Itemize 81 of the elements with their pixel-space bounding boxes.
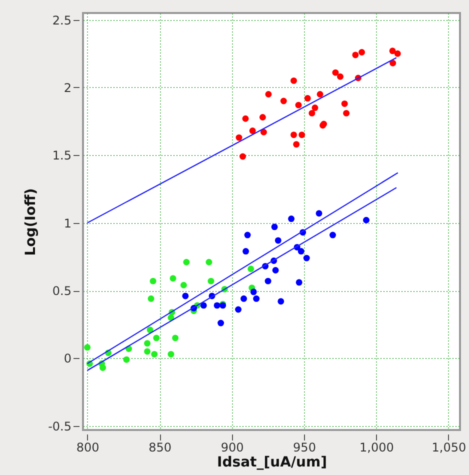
point	[170, 275, 176, 282]
y-tick-label: 2	[64, 80, 72, 95]
point	[264, 278, 272, 284]
point	[312, 104, 318, 112]
point	[303, 254, 310, 262]
point	[343, 110, 350, 116]
point	[180, 282, 187, 288]
x-tick-label: 1,050	[432, 440, 466, 454]
point	[249, 128, 256, 134]
point	[208, 278, 214, 284]
y-tick-label: 0.5	[52, 284, 72, 298]
point	[172, 334, 179, 342]
point	[242, 115, 249, 122]
y-tick-label: 1.5	[52, 148, 72, 163]
y-tick-label: -0.5	[48, 419, 72, 434]
point	[298, 248, 304, 255]
point	[363, 216, 370, 224]
point	[316, 210, 322, 217]
point	[341, 100, 348, 107]
point	[274, 237, 282, 244]
point	[153, 334, 160, 342]
point	[332, 69, 339, 76]
point	[214, 302, 220, 309]
point	[242, 248, 250, 255]
point	[265, 91, 272, 98]
point	[260, 128, 267, 136]
point	[148, 295, 154, 302]
point	[200, 302, 207, 309]
point	[248, 266, 254, 272]
point	[337, 73, 344, 80]
point	[150, 278, 156, 284]
point	[259, 114, 266, 120]
point	[123, 356, 130, 363]
x-tick-label: 850	[148, 440, 172, 454]
point	[280, 98, 287, 104]
x-tick-label: 900	[220, 440, 244, 454]
point	[298, 132, 306, 138]
y-tick-label: 2.5	[52, 13, 72, 28]
point	[84, 344, 91, 351]
point	[235, 306, 242, 313]
y-tick-label: 0	[64, 352, 72, 366]
point	[394, 50, 401, 57]
point	[271, 224, 278, 230]
point	[146, 326, 154, 334]
x-tick-label: 1,000	[360, 440, 394, 454]
point	[278, 298, 284, 305]
point	[144, 340, 151, 347]
point	[390, 60, 396, 66]
point	[290, 132, 297, 138]
x-tick-label: 800	[76, 440, 100, 454]
point	[240, 153, 246, 160]
point	[253, 295, 260, 302]
point	[295, 102, 302, 108]
point	[304, 95, 311, 102]
point	[168, 350, 174, 358]
point	[316, 91, 324, 98]
point	[218, 320, 224, 326]
point	[151, 350, 158, 358]
point	[250, 288, 257, 296]
point	[290, 77, 297, 84]
point	[240, 295, 248, 302]
point	[183, 258, 190, 266]
point	[272, 267, 279, 274]
y-axis-title: Log(Ioff)	[23, 188, 40, 256]
point	[352, 52, 359, 58]
point	[293, 141, 300, 148]
point	[288, 216, 295, 222]
point	[206, 258, 212, 266]
point	[100, 364, 106, 371]
point	[389, 48, 396, 54]
point	[308, 110, 316, 116]
point	[358, 49, 366, 56]
point	[296, 279, 302, 286]
x-axis-title: Idsat_[uA/um]	[217, 454, 327, 470]
point	[236, 134, 242, 141]
x-tick-label: 950	[293, 440, 316, 454]
point	[182, 292, 189, 300]
point	[330, 232, 336, 238]
point	[144, 348, 151, 355]
y-tick-label: 1	[64, 216, 72, 230]
point	[244, 232, 251, 238]
